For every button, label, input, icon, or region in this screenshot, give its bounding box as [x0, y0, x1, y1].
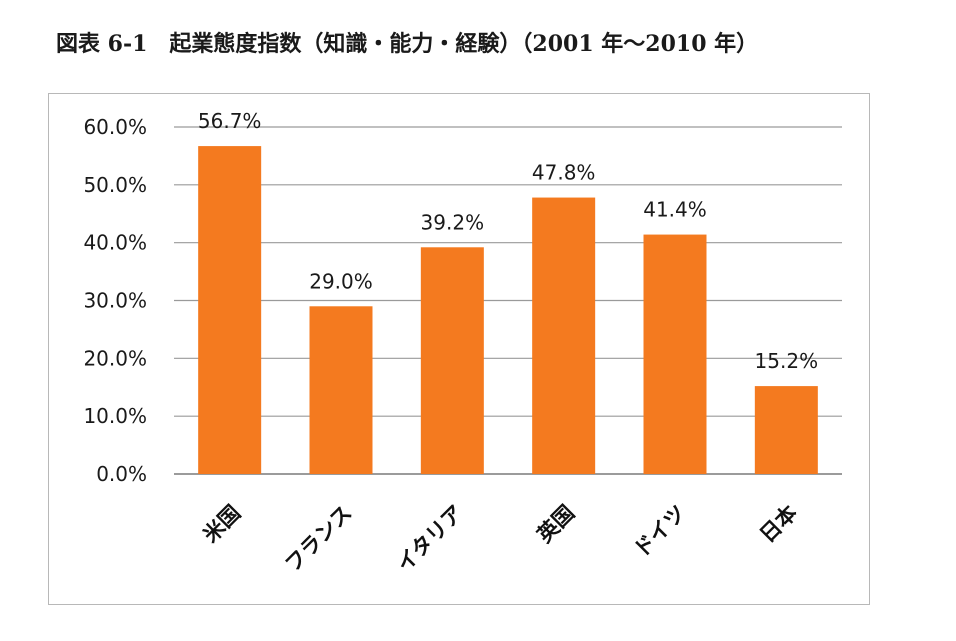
data-label: 47.8%	[532, 161, 596, 185]
category-label: フランス	[280, 501, 356, 577]
category-label: イタリア	[392, 501, 468, 577]
y-tick-label: 10.0%	[83, 404, 147, 428]
bar	[198, 146, 262, 474]
y-tick-label: 40.0%	[83, 231, 147, 255]
chart-frame	[48, 93, 870, 605]
bar	[420, 247, 484, 474]
bar	[309, 306, 373, 474]
bar	[532, 197, 596, 474]
bar	[643, 234, 707, 474]
bar	[754, 386, 818, 474]
category-label: 日本	[755, 501, 802, 548]
category-label: 米国	[199, 501, 246, 548]
y-tick-label: 50.0%	[83, 173, 147, 197]
y-tick-label: 30.0%	[83, 289, 147, 313]
data-label: 15.2%	[755, 349, 819, 373]
y-tick-label: 60.0%	[83, 115, 147, 139]
data-label: 39.2%	[421, 210, 485, 234]
data-label: 41.4%	[643, 198, 707, 222]
y-tick-label: 0.0%	[96, 462, 147, 486]
y-tick-label: 20.0%	[83, 346, 147, 370]
figure-title: 図表 6-1 起業態度指数（知識・能力・経験）（2001 年～2010 年）	[56, 31, 759, 57]
category-label: ドイツ	[629, 501, 691, 563]
data-label: 29.0%	[309, 269, 373, 293]
category-label: 英国	[533, 501, 580, 548]
data-label: 56.7%	[198, 109, 262, 133]
